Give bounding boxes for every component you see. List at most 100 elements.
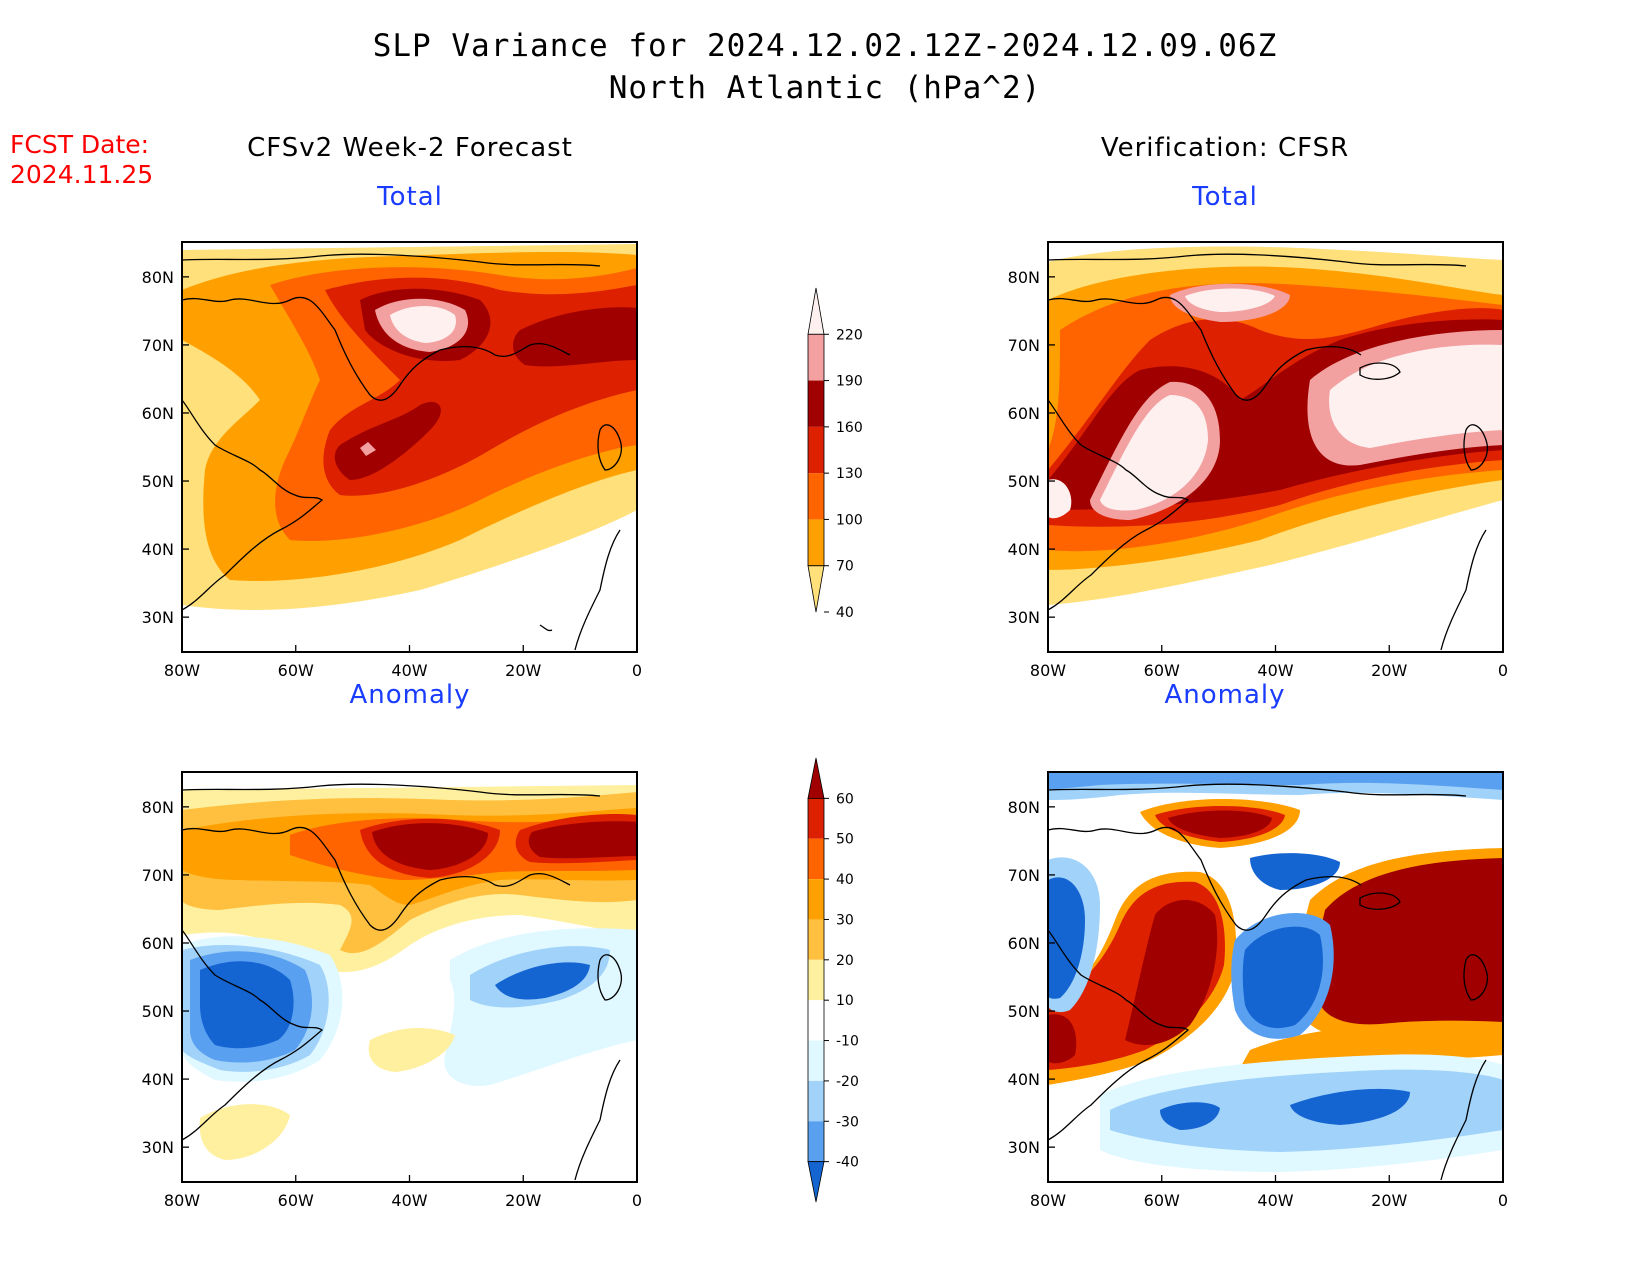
colorbar-anomaly-swatch bbox=[808, 1000, 824, 1041]
coastline-panel-b bbox=[1048, 253, 1488, 651]
fc-band-neg30-east bbox=[495, 962, 590, 1000]
verification-total-lat-label: 60N bbox=[1008, 404, 1040, 423]
forecast-anomaly-lat-label: 60N bbox=[142, 934, 174, 953]
verification-total-title: Total bbox=[1192, 182, 1258, 212]
verification-total-lon-label: 40W bbox=[1257, 661, 1293, 680]
colorbar-total-swatch bbox=[808, 380, 824, 427]
coastline-panel-d bbox=[1048, 783, 1488, 1181]
fb-band-130-west bbox=[1048, 479, 1072, 519]
verification-total-lon-label: 60W bbox=[1144, 661, 1180, 680]
verification-total-lon-label: 0 bbox=[1498, 661, 1508, 680]
fa-band-220 bbox=[390, 306, 456, 343]
fb-band-220-north bbox=[1185, 288, 1275, 312]
forecast-anomaly-lon-label: 80W bbox=[164, 1191, 200, 1210]
forecast-total-lat-label: 80N bbox=[142, 268, 174, 287]
fb-band-220-west bbox=[1100, 395, 1208, 511]
colorbar-total-level-label: 70 bbox=[836, 559, 854, 575]
forecast-total-lat-label: 40N bbox=[142, 540, 174, 559]
colorbar-total-swatch bbox=[808, 426, 824, 474]
forecast-total-lon-label: 20W bbox=[505, 661, 541, 680]
forecast-total-lat-label: 70N bbox=[142, 336, 174, 355]
colorbar-anomaly-swatch bbox=[808, 1040, 824, 1081]
fc-band-60 bbox=[372, 821, 637, 870]
colorbar-anomaly-swatch bbox=[808, 798, 824, 839]
verification-anomaly-lon-label: 60W bbox=[1144, 1191, 1180, 1210]
forecast-total-lat-label: 60N bbox=[142, 404, 174, 423]
colorbar-anomaly-level-label: -40 bbox=[836, 1155, 859, 1171]
colorbar-total-level-label: 40 bbox=[836, 605, 854, 621]
colorbar-anomaly-swatch bbox=[808, 1080, 824, 1122]
colorbar-anomaly-level-label: 20 bbox=[836, 953, 854, 969]
fc-band-neg40-west bbox=[200, 961, 294, 1049]
fd-band-pos-west-core bbox=[1048, 900, 1218, 1064]
colorbar-total-swatch bbox=[808, 334, 824, 381]
verification-anomaly-title: Anomaly bbox=[1164, 680, 1286, 710]
fa-band-160-east bbox=[513, 307, 637, 367]
fd-band-neg-south-3 bbox=[1160, 1088, 1410, 1130]
verification-total-lat-label: 30N bbox=[1008, 608, 1040, 627]
verification-anomaly-lon-label: 0 bbox=[1498, 1191, 1508, 1210]
verification-anomaly-lon-label: 40W bbox=[1257, 1191, 1293, 1210]
verification-anomaly-lat-label: 80N bbox=[1008, 798, 1040, 817]
colorbar-anomaly-level-label: -20 bbox=[836, 1074, 859, 1090]
colorbar-anomaly-top-arrow bbox=[807, 757, 825, 799]
colorbar-anomaly: 60 50 40 30 20 10 -10 -20 -30 -40 bbox=[807, 757, 859, 1203]
colorbar-anomaly-swatch bbox=[808, 1121, 824, 1162]
forecast-total-lat-label: 50N bbox=[142, 472, 174, 491]
colorbar-total: 220 190 160 130 100 70 40 bbox=[807, 287, 863, 621]
verification-total-lat-label: 50N bbox=[1008, 472, 1040, 491]
left-column-heading: CFSv2 Week-2 Forecast bbox=[247, 133, 573, 163]
verification-total-lat-label: 70N bbox=[1008, 336, 1040, 355]
verification-anomaly-lon-label: 20W bbox=[1371, 1191, 1407, 1210]
fd-band-neg-north bbox=[1250, 853, 1340, 890]
colorbar-total-level-label: 190 bbox=[836, 374, 863, 390]
forecast-total-map bbox=[182, 242, 637, 652]
colorbar-anomaly-swatch bbox=[808, 879, 824, 920]
right-column-heading: Verification: CFSR bbox=[1100, 133, 1350, 163]
colorbar-anomaly-swatch bbox=[808, 838, 824, 880]
colorbar-total-level-label: 130 bbox=[836, 466, 863, 482]
forecast-total-lat-label: 30N bbox=[142, 608, 174, 627]
colorbar-anomaly-swatch bbox=[808, 959, 824, 1001]
verification-anomaly-lat-label: 50N bbox=[1008, 1002, 1040, 1021]
fd-band-neg30-top bbox=[1048, 772, 1503, 790]
fd-band-pos-east-core bbox=[1316, 858, 1503, 1025]
colorbar-anomaly-outline bbox=[807, 797, 825, 1163]
fa-band-160-mid bbox=[334, 401, 441, 480]
verification-total-lon-label: 80W bbox=[1030, 661, 1066, 680]
fc-band-10-south bbox=[199, 1028, 455, 1160]
forecast-anomaly-lat-label: 50N bbox=[142, 1002, 174, 1021]
verification-total-map bbox=[1048, 242, 1503, 652]
fd-band-neg-mid-core bbox=[1242, 926, 1323, 1029]
colorbar-anomaly-level-label: -30 bbox=[836, 1114, 859, 1130]
colorbar-total-outline bbox=[807, 333, 825, 567]
fd-band-pos-north-3 bbox=[1168, 810, 1272, 838]
verification-anomaly-map bbox=[1048, 772, 1503, 1182]
fb-band-220-east bbox=[1329, 344, 1503, 448]
coastline-panel-a bbox=[182, 253, 622, 651]
colorbar-anomaly-level-label: -10 bbox=[836, 1034, 859, 1050]
fa-band-190-spot bbox=[360, 442, 376, 456]
colorbar-total-top-arrow bbox=[807, 287, 825, 335]
colorbar-total-swatch bbox=[808, 473, 824, 520]
verification-total-lat-label: 40N bbox=[1008, 540, 1040, 559]
forecast-anomaly-lat-label: 40N bbox=[142, 1070, 174, 1089]
verification-anomaly-lat-label: 30N bbox=[1008, 1138, 1040, 1157]
colorbar-total-level-label: 100 bbox=[836, 512, 863, 528]
forecast-total-lon-label: 40W bbox=[391, 661, 427, 680]
verification-total-lon-label: 20W bbox=[1371, 661, 1407, 680]
forecast-anomaly-lat-label: 70N bbox=[142, 866, 174, 885]
forecast-total-lon-label: 0 bbox=[632, 661, 642, 680]
forecast-anomaly-lon-label: 0 bbox=[632, 1191, 642, 1210]
forecast-anomaly-title: Anomaly bbox=[349, 680, 471, 710]
coastline-panel-c bbox=[182, 783, 622, 1181]
forecast-total-lon-label: 80W bbox=[164, 661, 200, 680]
fcst-date-value: 2024.11.25 bbox=[10, 160, 154, 189]
colorbar-total-level-label: 220 bbox=[836, 327, 863, 343]
colorbar-anomaly-level-label: 50 bbox=[836, 832, 854, 848]
colorbar-anomaly-level-label: 60 bbox=[836, 791, 854, 807]
verification-anomaly-lat-label: 40N bbox=[1008, 1070, 1040, 1089]
colorbar-anomaly-swatch bbox=[808, 919, 824, 960]
forecast-anomaly-lat-label: 30N bbox=[142, 1138, 174, 1157]
